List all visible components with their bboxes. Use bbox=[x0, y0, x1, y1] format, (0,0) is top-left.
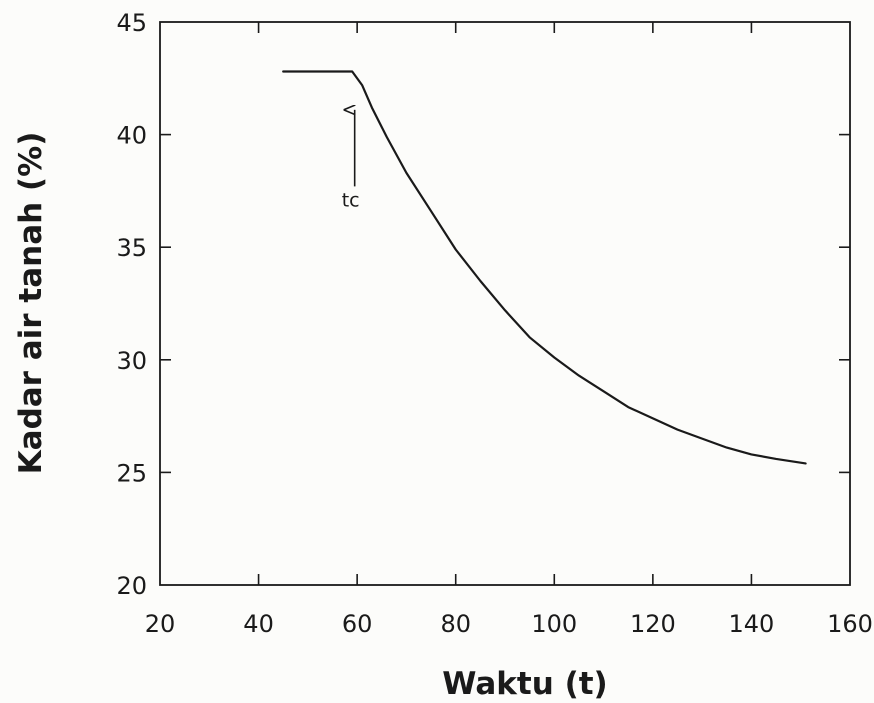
y-tick-label: 30 bbox=[116, 347, 147, 375]
x-tick-label: 100 bbox=[531, 610, 577, 638]
tc-annotation-label: tc bbox=[342, 189, 360, 211]
x-axis-label: Waktu (t) bbox=[442, 666, 607, 702]
x-tick-label: 40 bbox=[243, 610, 274, 638]
y-tick-label: 40 bbox=[116, 122, 147, 150]
annotation-layer: tc bbox=[342, 110, 360, 211]
y-tick-label: 35 bbox=[116, 234, 147, 262]
y-tick-label: 20 bbox=[116, 572, 147, 600]
x-tick-label: 120 bbox=[630, 610, 676, 638]
plot-frame bbox=[159, 21, 851, 586]
y-axis-label: Kadar air tanah (%) bbox=[13, 132, 49, 475]
y-tick-label: 45 bbox=[116, 9, 147, 37]
x-tick-label: 20 bbox=[145, 610, 176, 638]
y-tick-label: 25 bbox=[116, 459, 147, 487]
x-tick-label: 160 bbox=[827, 610, 873, 638]
series-line bbox=[282, 70, 807, 465]
x-tick-label: 140 bbox=[729, 610, 775, 638]
x-tick-label: 60 bbox=[342, 610, 373, 638]
x-tick-label: 80 bbox=[440, 610, 471, 638]
series-layer bbox=[282, 70, 807, 465]
ticks-layer: 20 40 60 80 100 120 140 160 20 25 30 35 40 45 bbox=[116, 9, 872, 638]
